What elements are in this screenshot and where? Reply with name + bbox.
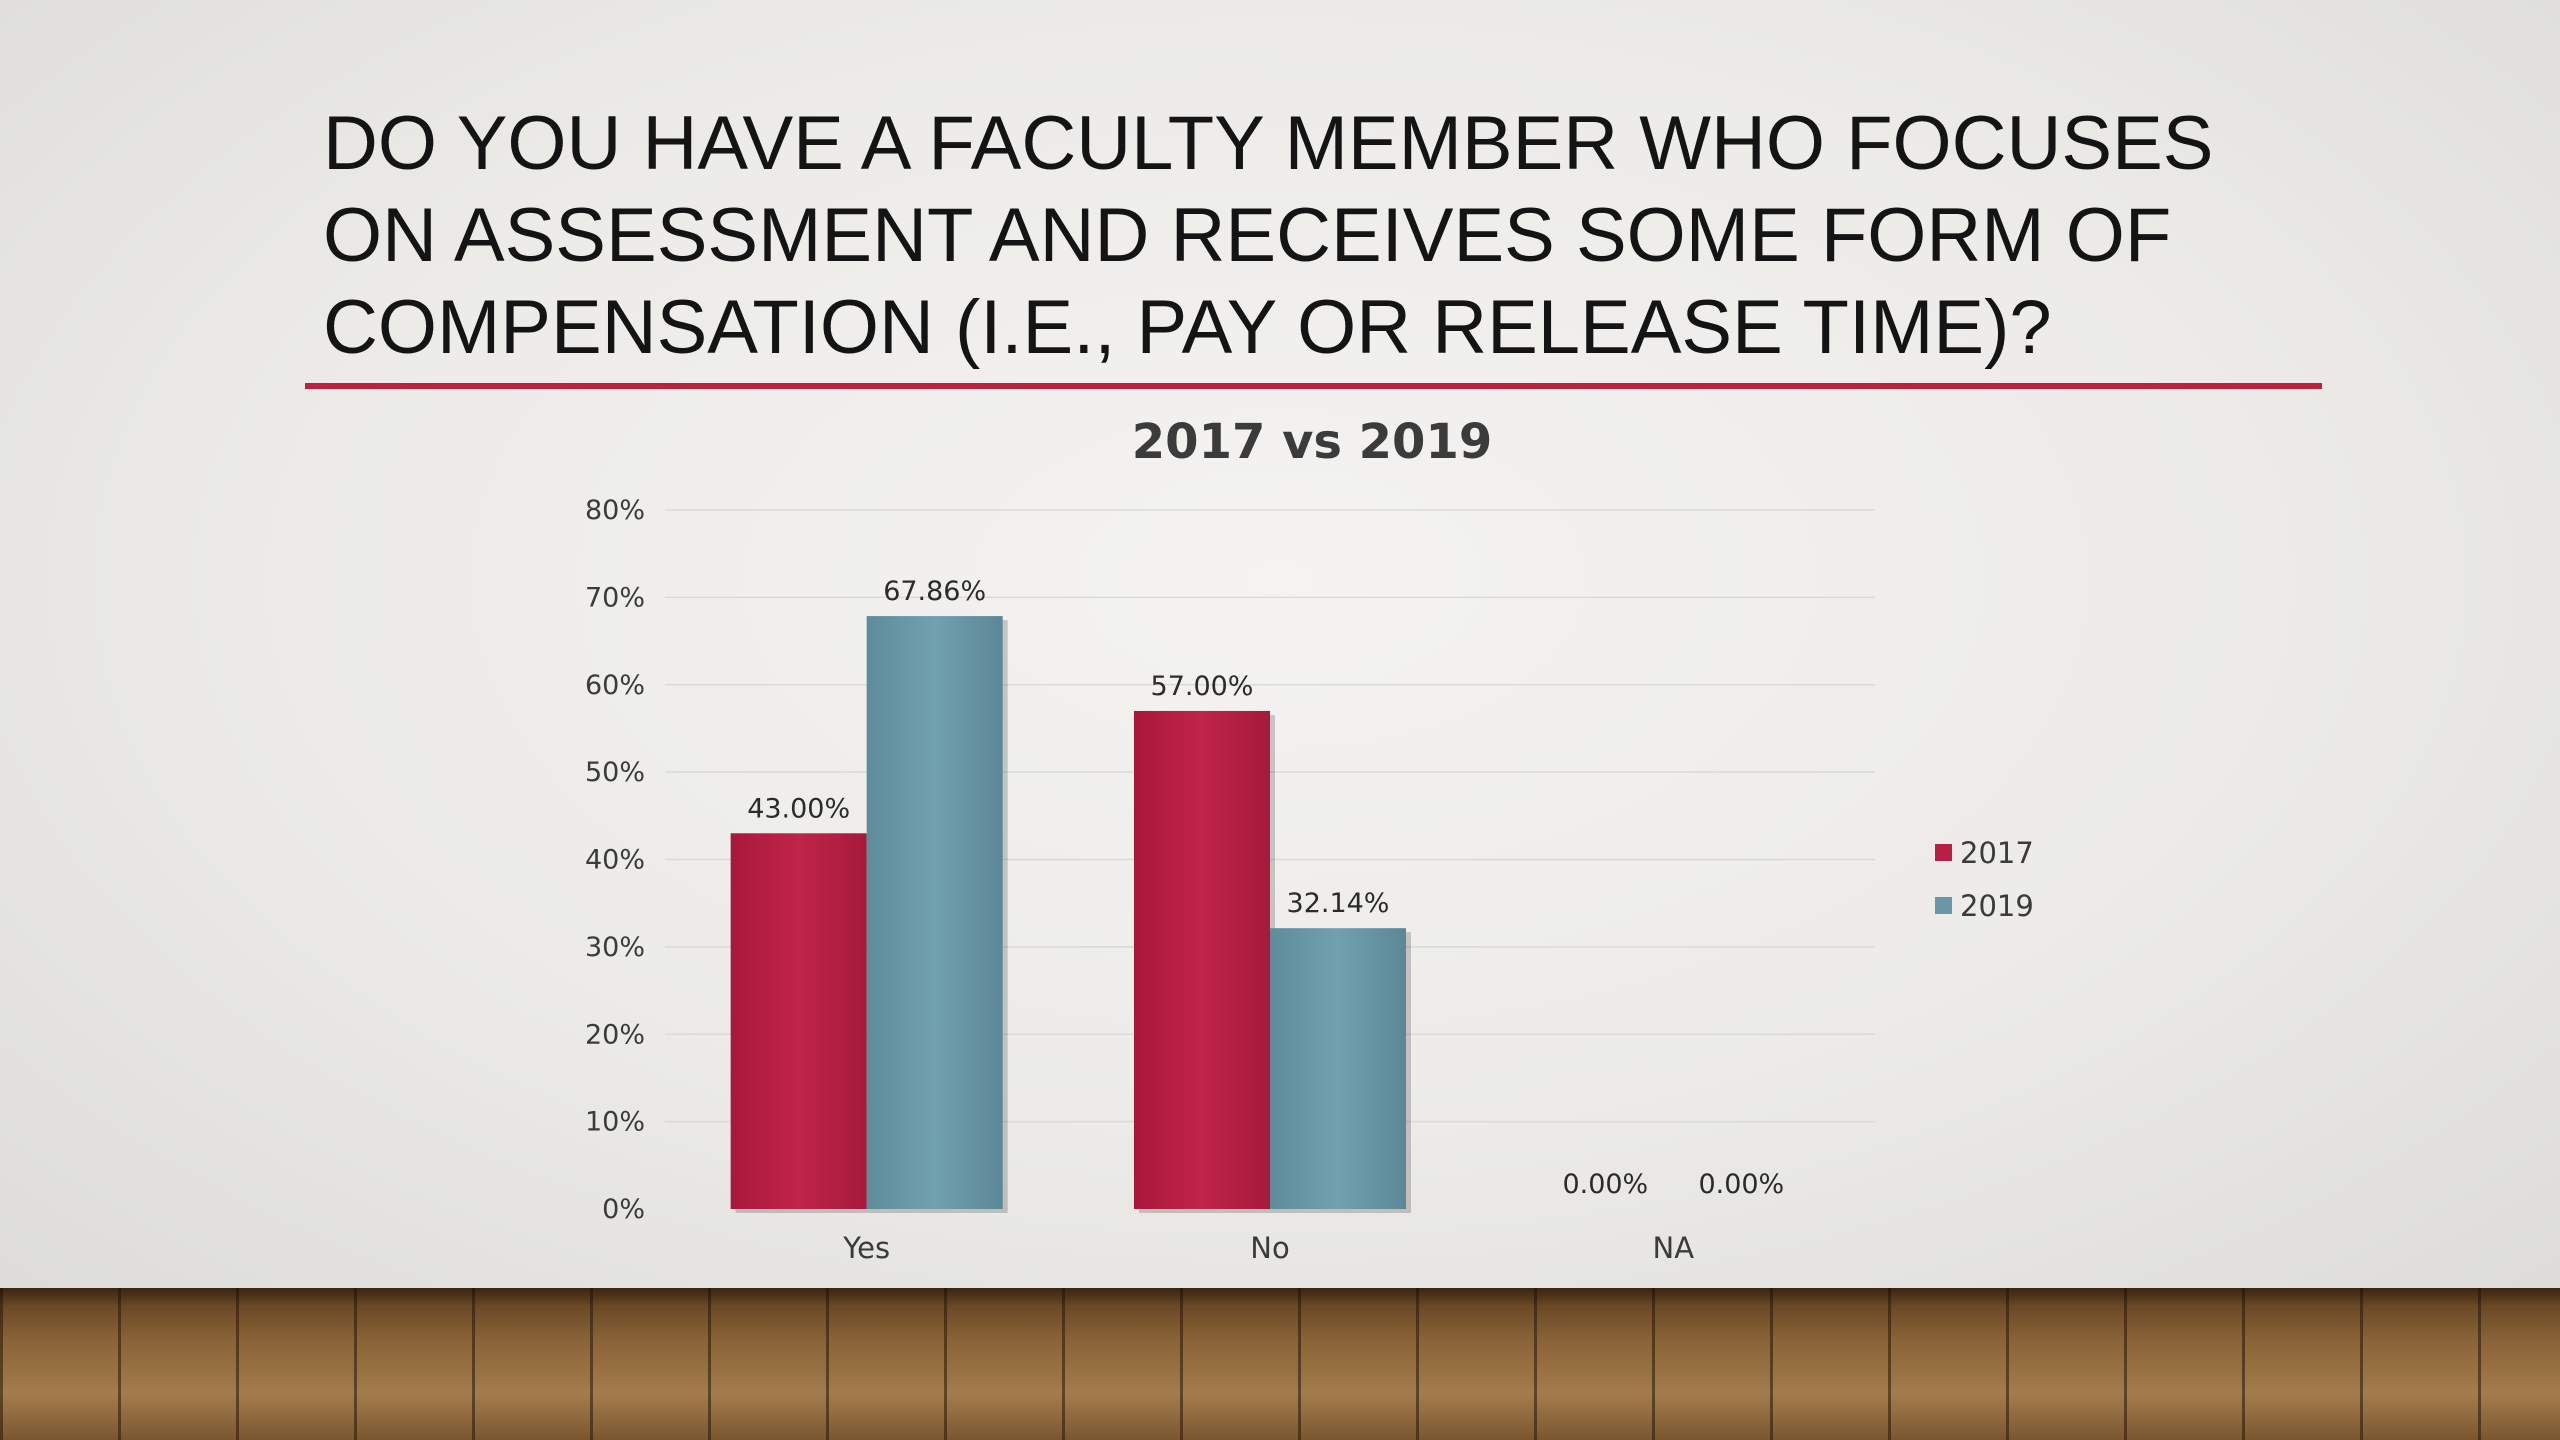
bars — [730, 616, 1411, 1213]
bar-2019-no — [1270, 928, 1406, 1209]
bar-2019-yes — [866, 616, 1003, 1209]
title-underline — [305, 383, 2322, 389]
data-label-2017-yes: 43.00% — [747, 793, 850, 824]
data-label-2017-no: 57.00% — [1151, 671, 1254, 702]
legend-swatch-2019 — [1935, 897, 1952, 914]
y-tick-label: 30% — [585, 932, 645, 963]
legend-swatch-2017 — [1935, 844, 1952, 861]
bar-2017-yes — [730, 833, 867, 1209]
x-tick-label: NA — [1653, 1231, 1695, 1265]
y-tick-label: 50% — [585, 757, 645, 788]
y-tick-label: 80% — [585, 495, 645, 526]
data-label-2019-no: 32.14% — [1287, 888, 1390, 919]
data-label-2019-yes: 67.86% — [883, 576, 986, 607]
data-label-2019-na: 0.00% — [1698, 1169, 1784, 1200]
x-tick-label: No — [1250, 1231, 1289, 1265]
x-tick-label: Yes — [842, 1231, 890, 1265]
x-axis-labels: Yes No NA — [842, 1231, 1694, 1265]
y-tick-label: 40% — [585, 845, 645, 876]
y-tick-label: 60% — [585, 670, 645, 701]
chart-title: 2017 vs 2019 — [1132, 414, 1492, 470]
y-tick-label: 70% — [585, 582, 645, 613]
legend-label-2017: 2017 — [1960, 836, 2034, 870]
bar-2017-no — [1134, 710, 1270, 1209]
y-tick-label: 10% — [585, 1107, 645, 1138]
bar-chart: 2017 vs 2019 0%10%20%30%40%50%60%70%80% … — [585, 414, 2034, 1265]
y-tick-label: 20% — [585, 1019, 645, 1050]
data-labels: 43.00% 67.86% 57.00% 32.14% 0.00% 0.00% — [747, 576, 1784, 1200]
floor-shadow — [0, 1288, 2560, 1306]
y-axis-labels: 0% 10% 20% 30% 40% 50% 60% 70% 80% — [585, 495, 645, 1225]
legend: 2017 2019 — [1935, 836, 2034, 923]
data-label-2017-na: 0.00% — [1562, 1169, 1648, 1200]
y-tick-label: 0% — [602, 1194, 645, 1225]
wood-floor — [0, 1288, 2560, 1440]
slide-title: Do you have a faculty member who focuses… — [323, 101, 2214, 370]
legend-label-2019: 2019 — [1960, 889, 2034, 923]
